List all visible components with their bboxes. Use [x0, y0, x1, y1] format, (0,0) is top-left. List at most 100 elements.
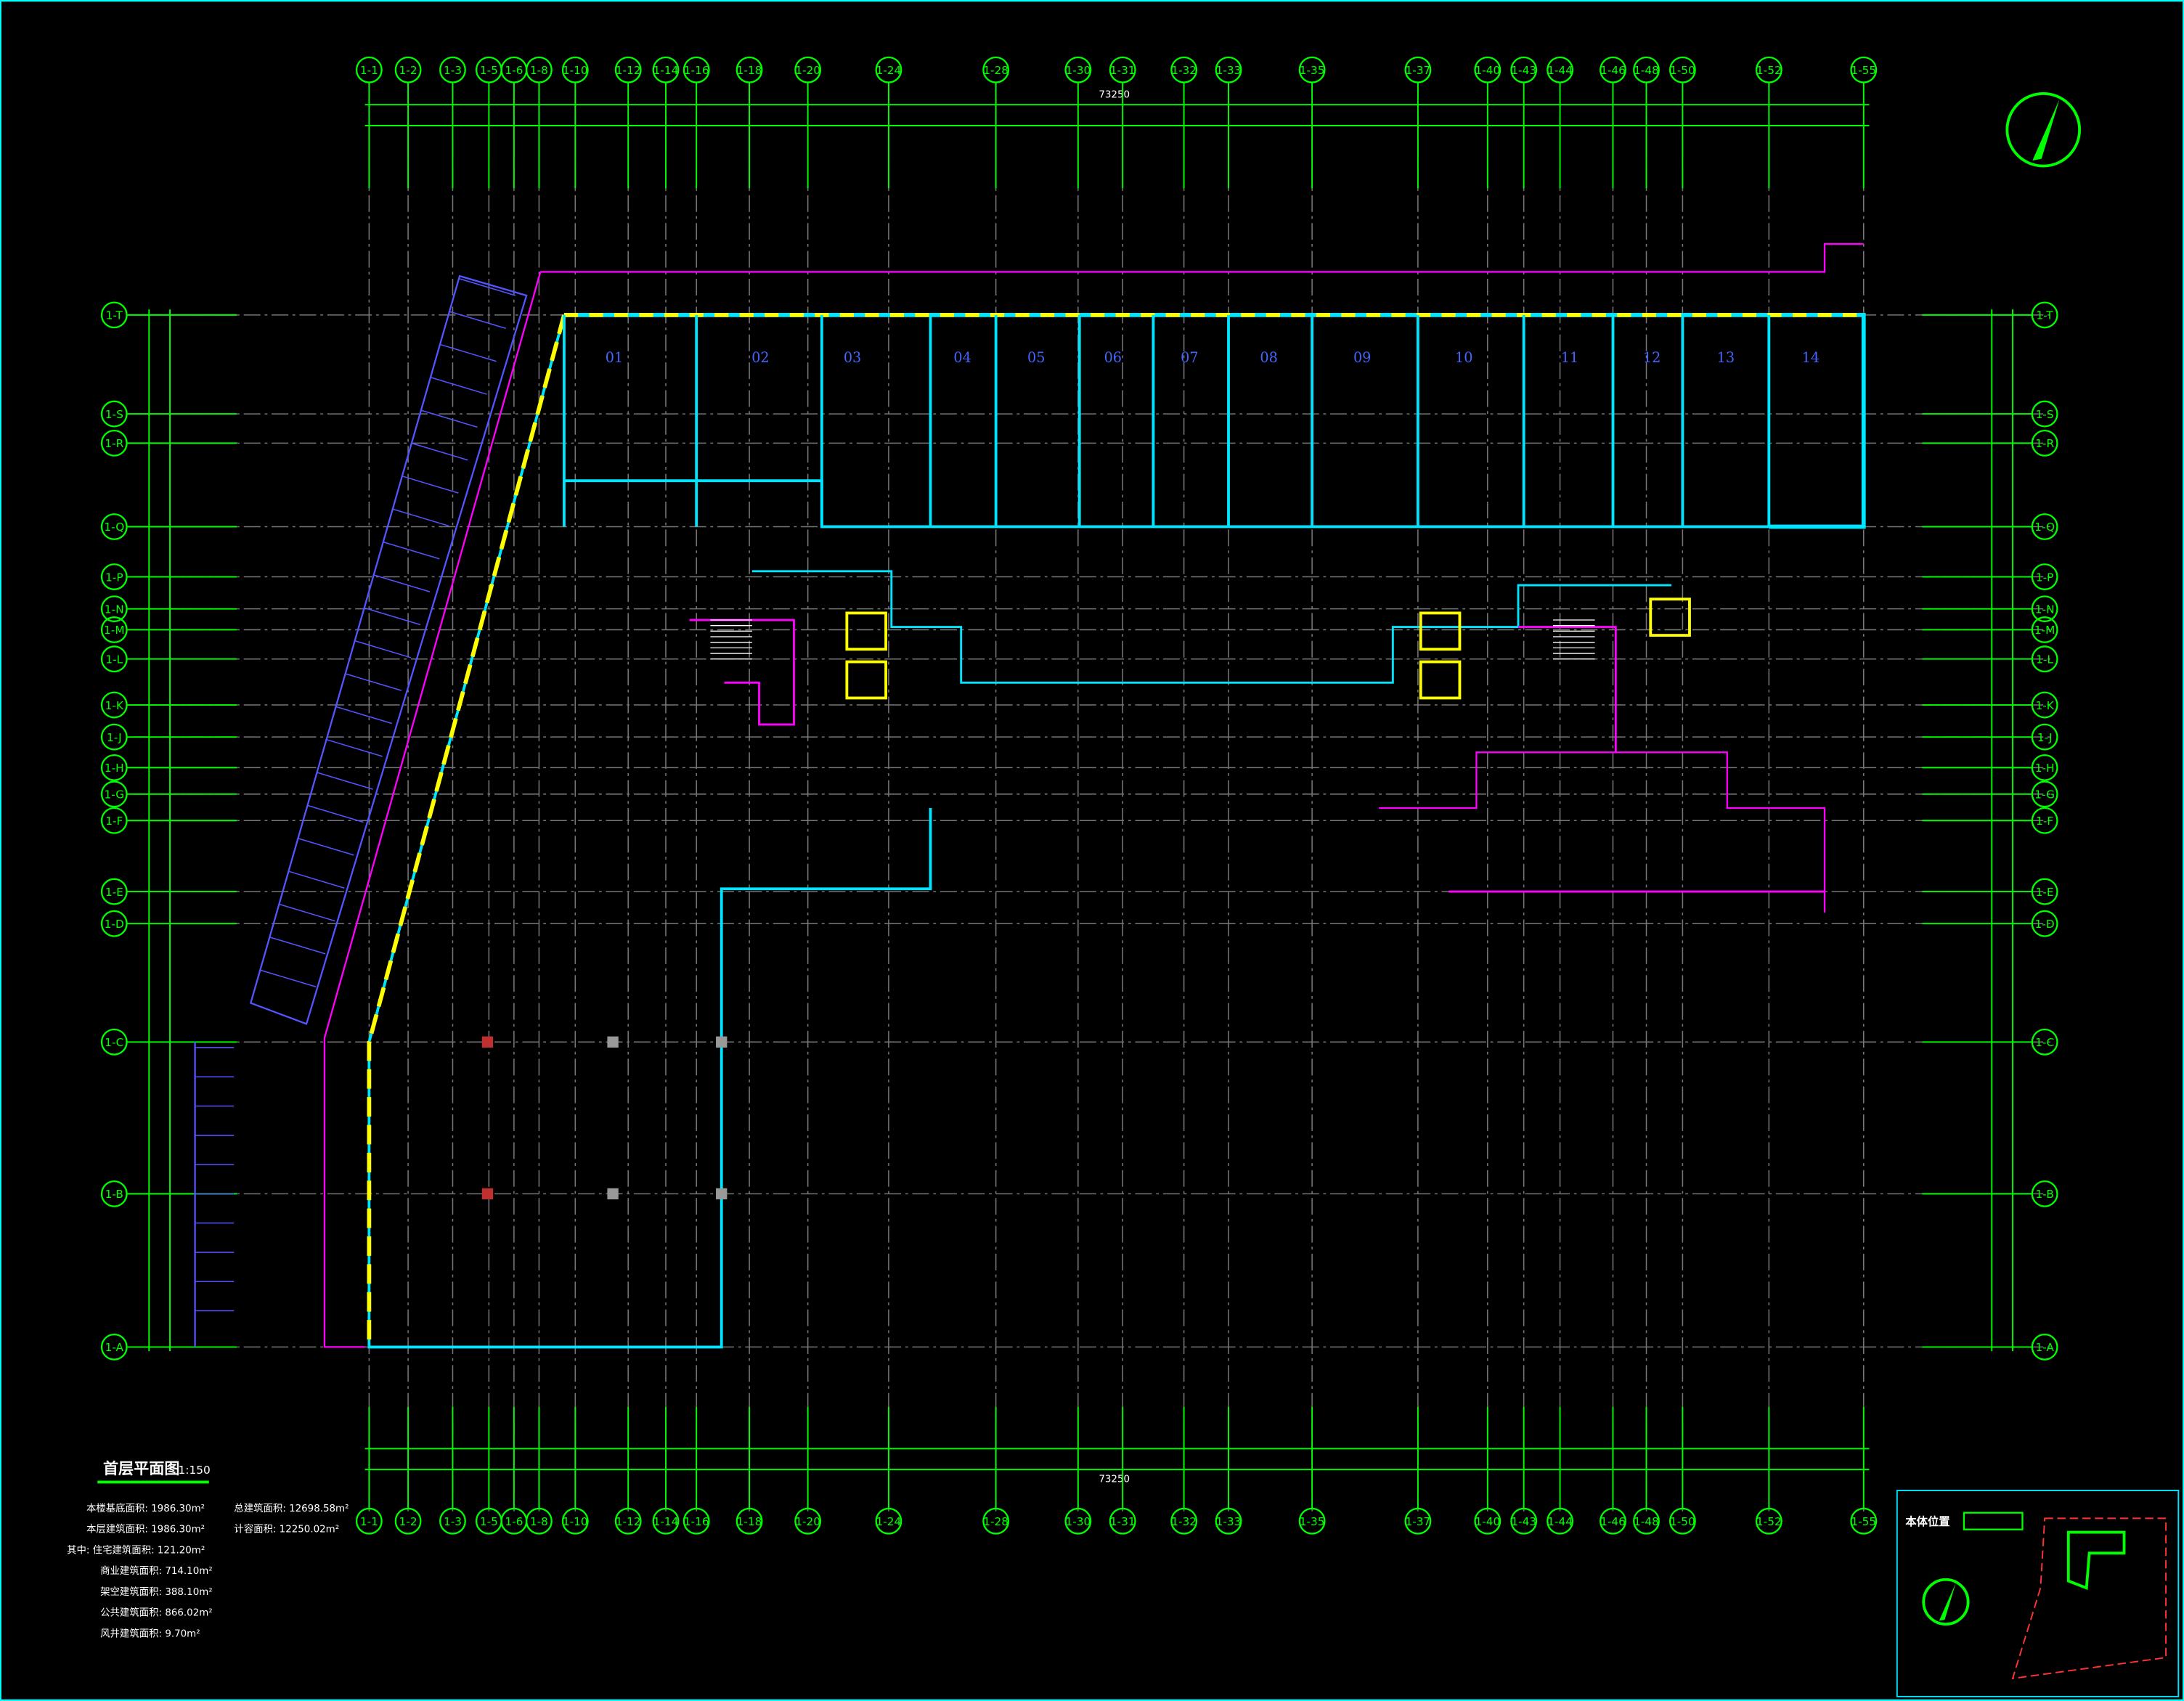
axis-label: 1-5	[480, 64, 498, 77]
axis-label: 1-3	[444, 64, 462, 77]
axis-label: 1-20	[795, 1515, 820, 1528]
axis-label: 1-2	[399, 1515, 417, 1528]
axis-label: 1-50	[1670, 64, 1695, 77]
parking-stall	[269, 937, 326, 955]
axis-label: 1-33	[1216, 1515, 1242, 1528]
axis-label: 1-44	[1547, 64, 1573, 77]
room-number: 10	[1455, 349, 1472, 366]
axis-label: 1-J	[2037, 731, 2053, 744]
parking-stall	[440, 343, 497, 362]
axis-label: 1-10	[563, 1515, 588, 1528]
area-stat: 商业建筑面积: 714.10m²	[100, 1565, 213, 1577]
parking-stall	[393, 508, 449, 527]
axis-label: 1-35	[1300, 1515, 1325, 1528]
axis-label: 1-18	[737, 1515, 762, 1528]
axis-label: 1-S	[105, 408, 123, 421]
axis-label: 1-33	[1216, 64, 1242, 77]
axis-label: 1-H	[105, 762, 124, 775]
axis-label: 1-30	[1065, 64, 1091, 77]
axis-label: 1-50	[1670, 1515, 1695, 1528]
elevator-core	[845, 611, 887, 651]
corridor-wall	[751, 570, 1672, 684]
area-stat: 其中: 住宅建筑面积: 121.20m²	[67, 1544, 205, 1556]
axis-label: 1-B	[2036, 1188, 2054, 1201]
site-boundary	[2011, 1517, 2167, 1680]
axis-label: 1-J	[107, 731, 122, 744]
axis-label: 1-L	[2036, 653, 2053, 666]
axis-label: 1-8	[530, 64, 548, 77]
north-arrow	[2032, 99, 2060, 161]
room-number: 01	[606, 349, 623, 366]
axis-label: 1-R	[2035, 437, 2054, 450]
area-stat: 风井建筑面积: 9.70m²	[100, 1628, 200, 1639]
axis-label: 1-1	[360, 64, 378, 77]
axis-label: 1-F	[2036, 815, 2053, 828]
parking-stall	[459, 278, 516, 296]
column	[716, 1188, 728, 1200]
axis-label: 1-55	[1851, 64, 1876, 77]
axis-label: 1-3	[444, 1515, 462, 1528]
parking-stall	[364, 607, 421, 626]
axis-label: 1-A	[2035, 1341, 2054, 1354]
axis-label: 1-32	[1171, 64, 1197, 77]
parking-stall	[317, 772, 373, 790]
curtain-wall	[367, 314, 566, 1347]
parking-stall	[345, 673, 402, 691]
overall-dimension: 73250	[1099, 1474, 1130, 1485]
axis-label: 1-46	[1600, 64, 1626, 77]
room-number: 05	[1027, 349, 1045, 366]
parking-stall	[449, 311, 506, 330]
axis-label: 1-12	[616, 64, 641, 77]
parking-stall	[307, 804, 364, 823]
parking-stall	[412, 442, 468, 461]
elevator-core	[1419, 611, 1462, 651]
parking-stall	[383, 542, 440, 560]
axis-label: 1-K	[105, 699, 124, 712]
axis-label: 1-C	[2035, 1036, 2054, 1049]
axis-label: 1-24	[876, 1515, 902, 1528]
axis-label: 1-D	[2035, 918, 2055, 931]
parking-strip	[249, 274, 528, 1025]
corridor-wall	[1518, 626, 1617, 753]
axis-label: 1-28	[983, 1515, 1009, 1528]
axis-label: 1-14	[653, 1515, 679, 1528]
axis-label: 1-16	[684, 64, 709, 77]
parking-stall	[326, 739, 383, 757]
column	[481, 1188, 494, 1200]
axis-label: 1-48	[1634, 1515, 1659, 1528]
axis-label: 1-31	[1110, 64, 1136, 77]
parking-stall	[402, 476, 459, 494]
drawing-title: 首层平面图	[103, 1459, 179, 1477]
axis-label: 1-G	[2034, 788, 2055, 801]
room-number: 11	[1561, 349, 1578, 366]
axis-label: 1-40	[1475, 1515, 1500, 1528]
axis-label: 1-Q	[2034, 521, 2055, 534]
axis-label: 1-6	[505, 64, 523, 77]
axis-label: 1-R	[105, 437, 123, 450]
area-stat: 公共建筑面积: 866.02m²	[100, 1607, 213, 1619]
axis-label: 1-46	[1600, 1515, 1626, 1528]
axis-label: 1-M	[2034, 624, 2055, 637]
axis-label: 1-12	[616, 1515, 641, 1528]
key-plan-legend	[1963, 1512, 2024, 1530]
axis-label: 1-T	[106, 309, 123, 322]
area-stat: 架空建筑面积: 388.10m²	[100, 1586, 213, 1598]
room-number: 12	[1643, 349, 1661, 366]
axis-label: 1-Q	[104, 521, 124, 534]
axis-label: 1-E	[105, 886, 123, 899]
room-number: 02	[751, 349, 769, 366]
axis-label: 1-H	[2035, 762, 2055, 775]
corridor-wall	[689, 619, 795, 726]
room-number: 06	[1104, 349, 1122, 366]
axis-label: 1-D	[105, 918, 124, 931]
parking-stall	[298, 838, 354, 856]
elevator-core	[1419, 660, 1462, 700]
axis-label: 1-T	[2037, 309, 2054, 322]
axis-label: 1-43	[1511, 64, 1536, 77]
parking-stall	[335, 706, 392, 725]
axis-label: 1-8	[530, 1515, 548, 1528]
parking-stall	[421, 409, 478, 428]
axis-label: 1-2	[399, 64, 417, 77]
